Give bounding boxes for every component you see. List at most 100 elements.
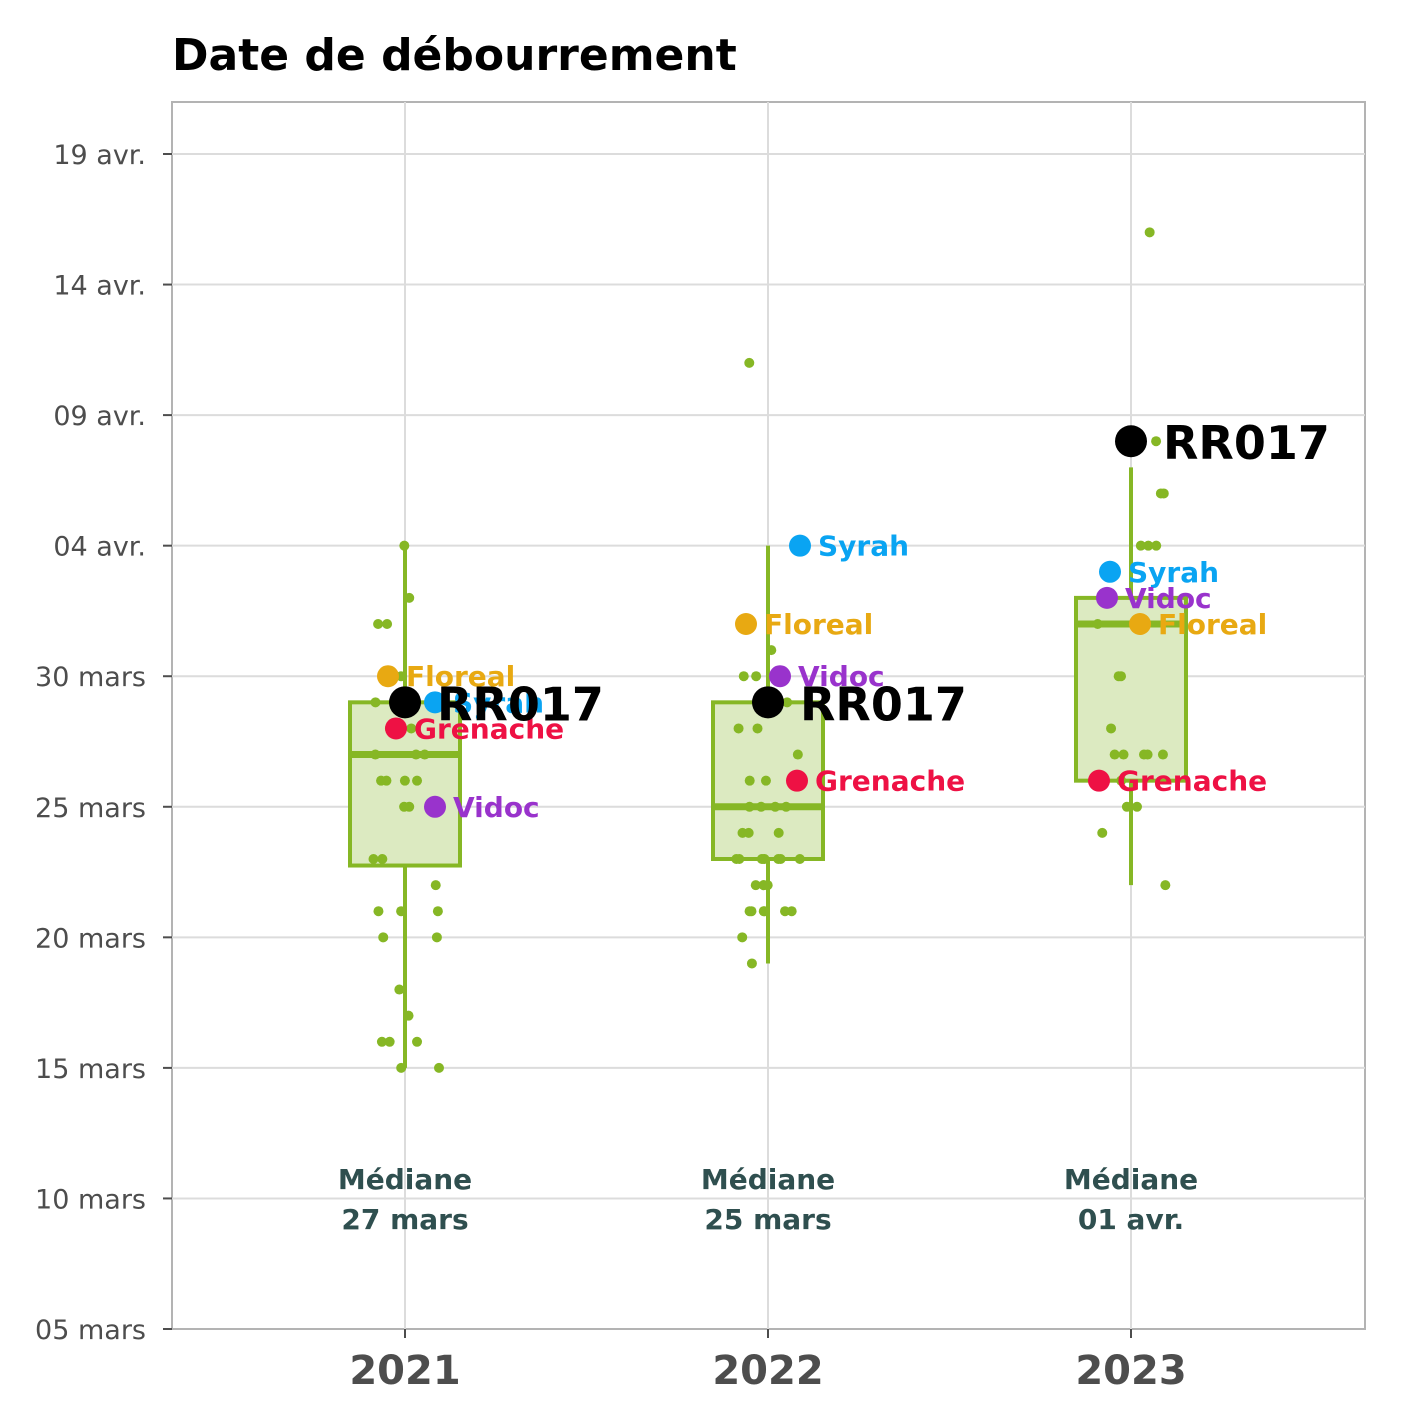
annotation-label-floreal: Floreal — [406, 660, 515, 693]
y-tick-label: 25 mars — [35, 793, 146, 824]
reference-series: RR017 RR017 RR017 — [389, 416, 1330, 731]
data-point — [756, 854, 767, 864]
data-point — [384, 1036, 395, 1047]
data-point — [758, 906, 769, 917]
annotation-label-grenache: Grenache — [414, 712, 564, 745]
data-point — [376, 1036, 387, 1047]
annotation-label-syrah: Syrah — [818, 530, 909, 563]
data-point — [406, 723, 417, 734]
median-label-value: 01 avr. — [1078, 1203, 1184, 1236]
data-point — [1157, 749, 1168, 760]
annotation-point-grenache — [385, 717, 407, 740]
annotation-point-vidoc — [1096, 586, 1118, 609]
y-tick-label: 09 avr. — [53, 401, 146, 432]
data-point — [1143, 540, 1154, 551]
data-point — [432, 906, 443, 917]
data-point — [738, 671, 749, 682]
data-point — [773, 827, 784, 838]
data-point — [394, 984, 405, 995]
annotation-label-vidoc: Vidoc — [1125, 582, 1212, 615]
y-tick-label: 14 avr. — [53, 271, 146, 302]
data-point — [1106, 723, 1117, 734]
data-point — [773, 854, 784, 864]
annotation-label-vidoc: Vidoc — [798, 660, 885, 693]
annotation-label-vidoc: Vidoc — [453, 791, 540, 824]
reference-point — [752, 686, 784, 719]
data-point — [792, 749, 803, 760]
data-point — [377, 854, 388, 864]
data-point — [404, 592, 415, 603]
y-tick-label: 30 mars — [35, 662, 146, 693]
data-point — [1118, 749, 1129, 760]
data-point — [1135, 540, 1146, 551]
data-point — [744, 775, 755, 786]
data-point — [770, 801, 781, 812]
x-tick-label: 2023 — [1075, 1348, 1186, 1394]
median-label-title: Médiane — [338, 1163, 472, 1196]
data-point — [399, 801, 410, 812]
annotation-label-floreal: Floreal — [764, 608, 873, 641]
data-point — [373, 906, 384, 917]
data-point — [370, 697, 381, 708]
x-tick-label: 2022 — [712, 1348, 823, 1394]
data-point — [781, 801, 792, 812]
chart-title: Date de débourrement — [172, 30, 737, 81]
data-point — [378, 932, 389, 943]
y-tick-label: 04 avr. — [53, 532, 146, 563]
data-point — [412, 1036, 423, 1047]
data-point — [399, 540, 410, 551]
annotation-label-grenache: Grenache — [1117, 765, 1267, 798]
annotation-point-syrah — [424, 691, 446, 714]
annotation-label-syrah: Syrah — [1128, 556, 1219, 589]
data-point — [756, 801, 767, 812]
reference-label: RR017 — [437, 677, 604, 731]
data-point — [1116, 671, 1127, 682]
y-tick-label: 10 mars — [35, 1184, 146, 1215]
data-point — [412, 775, 423, 786]
data-point — [1151, 436, 1162, 447]
y-tick-label: 19 avr. — [53, 140, 146, 171]
annotation-label-syrah: Syrah — [453, 686, 544, 719]
y-tick-label: 15 mars — [35, 1054, 146, 1085]
data-point — [743, 827, 754, 838]
data-point — [1097, 827, 1108, 838]
data-point — [431, 932, 442, 943]
data-point — [1132, 801, 1143, 812]
data-point — [744, 357, 755, 368]
annotation-point-floreal — [1129, 613, 1151, 635]
data-point — [430, 880, 441, 891]
reference-point — [1115, 425, 1147, 458]
data-point — [1160, 880, 1171, 891]
data-point — [780, 906, 791, 917]
data-point — [382, 619, 393, 629]
data-point — [1109, 749, 1120, 760]
median-label-title: Médiane — [701, 1163, 835, 1196]
data-point — [1116, 775, 1127, 786]
annotation-point-floreal — [735, 613, 757, 635]
data-point — [733, 723, 744, 734]
median-label-value: 27 mars — [341, 1203, 468, 1236]
data-point — [419, 749, 430, 760]
data-point — [403, 1010, 414, 1021]
data-point — [744, 906, 755, 917]
x-tick-label: 2021 — [349, 1348, 460, 1394]
annotation-point-grenache — [786, 769, 808, 792]
median-label-title: Médiane — [1064, 1163, 1198, 1196]
data-point — [744, 801, 755, 812]
data-point — [376, 775, 387, 786]
annotation-point-syrah — [789, 534, 811, 557]
data-point — [760, 775, 771, 786]
reference-label: RR017 — [800, 677, 967, 731]
data-point — [752, 723, 763, 734]
data-point — [1155, 488, 1166, 499]
data-point — [373, 619, 384, 629]
annotation-label-grenache: Grenache — [815, 765, 965, 798]
data-point — [746, 958, 757, 969]
annotation-point-grenache — [1088, 769, 1110, 792]
data-point — [782, 697, 793, 708]
data-point — [1121, 801, 1132, 812]
y-tick-label: 20 mars — [35, 923, 146, 954]
data-point — [370, 749, 381, 760]
data-point — [766, 645, 777, 656]
